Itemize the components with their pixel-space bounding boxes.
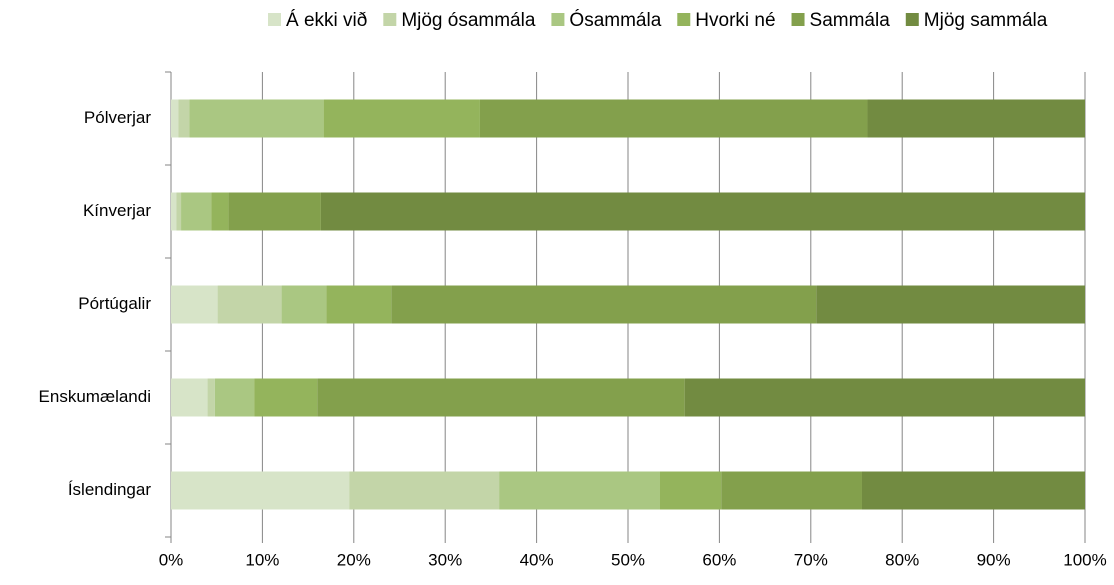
bar-segment: [721, 471, 862, 510]
x-tick-label: 10%: [245, 550, 279, 569]
y-tick-label: Íslendingar: [68, 480, 152, 499]
x-tick-label: 30%: [428, 550, 462, 569]
legend-label: Hvorki né: [695, 10, 775, 31]
bar-segment: [349, 471, 500, 510]
legend-swatch: [383, 13, 397, 26]
legend-swatch: [268, 13, 281, 26]
legend-swatch: [905, 13, 919, 26]
bar-segment: [217, 285, 282, 324]
bar-segment: [171, 285, 218, 324]
legend-swatch: [791, 13, 805, 26]
legend-swatch: [677, 13, 691, 26]
bar-segment: [323, 99, 480, 138]
bar-segment: [171, 378, 208, 417]
bar-segment: [867, 99, 1085, 138]
x-tick-label: 70%: [794, 550, 828, 569]
x-tick-label: 90%: [977, 550, 1011, 569]
bar-segment: [181, 192, 212, 231]
bar-segment: [178, 99, 190, 138]
bar-segment: [317, 378, 685, 417]
bar-segment: [228, 192, 321, 231]
bar-segment: [189, 99, 324, 138]
legend-label: Mjög sammála: [924, 10, 1048, 31]
x-tick-label: 20%: [337, 550, 371, 569]
bar-segment: [479, 99, 868, 138]
x-tick-label: 100%: [1063, 550, 1106, 569]
y-tick-label: Pórtúgalir: [78, 294, 151, 313]
y-tick-label: Kínverjar: [83, 201, 151, 220]
bar-segment: [254, 378, 318, 417]
legend-label: Sammála: [810, 10, 891, 31]
legend-swatch: [551, 13, 565, 26]
bar-segment: [176, 192, 182, 231]
x-tick-label: 40%: [520, 550, 554, 569]
legend-label: Á ekki við: [286, 10, 367, 31]
bar-segment: [659, 471, 722, 510]
bar-segment: [326, 285, 392, 324]
bar-segment: [391, 285, 817, 324]
x-tick-label: 60%: [702, 550, 736, 569]
y-tick-label: Enskumælandi: [39, 387, 151, 406]
bar-segment: [171, 471, 350, 510]
bar-segment: [684, 378, 1085, 417]
bar-segment: [320, 192, 1085, 231]
bar-segment: [171, 192, 177, 231]
bar-segment: [281, 285, 327, 324]
bar-segment: [816, 285, 1085, 324]
bar-segment: [499, 471, 660, 510]
bar-segment: [207, 378, 215, 417]
legend-label: Mjög ósammála: [401, 10, 536, 31]
bar-segment: [211, 192, 229, 231]
bar-segment: [214, 378, 255, 417]
bar-segment: [171, 99, 179, 138]
bar-segment: [861, 471, 1085, 510]
x-tick-label: 50%: [611, 550, 645, 569]
x-tick-label: 80%: [885, 550, 919, 569]
x-tick-label: 0%: [159, 550, 184, 569]
y-tick-label: Pólverjar: [84, 108, 151, 127]
legend-label: Ósammála: [569, 9, 661, 31]
